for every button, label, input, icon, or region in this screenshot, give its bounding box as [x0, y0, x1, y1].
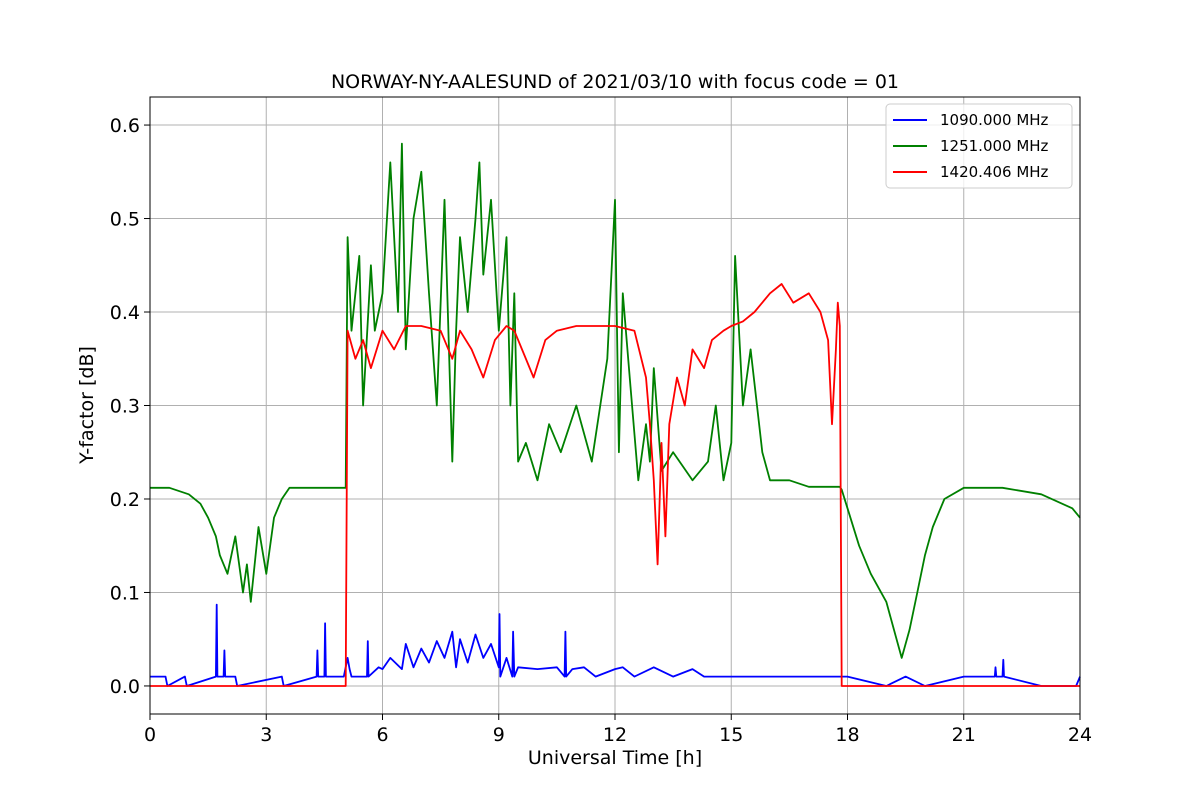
- x-axis-label: Universal Time [h]: [528, 747, 702, 769]
- x-tick-label: 21: [952, 724, 976, 746]
- x-tick-label: 18: [835, 724, 859, 746]
- series-line-3: [150, 283, 1080, 687]
- y-tick-label: 0.4: [110, 302, 140, 324]
- y-tick-label: 0.6: [110, 115, 140, 137]
- y-tick-label: 0.3: [110, 396, 140, 418]
- legend-label-2: 1251.000 MHz: [940, 137, 1049, 155]
- x-tick-label: 15: [719, 724, 743, 746]
- y-tick-label: 0.5: [110, 209, 140, 231]
- chart-title: NORWAY-NY-AALESUND of 2021/03/10 with fo…: [331, 71, 899, 93]
- x-tick-label: 0: [144, 724, 156, 746]
- series-line-1: [150, 603, 1081, 687]
- legend-label-1: 1090.000 MHz: [940, 111, 1049, 129]
- x-axis-ticks: 0 3 6 9 12 15 18 21 24: [144, 714, 1092, 746]
- series-group: [150, 142, 1081, 687]
- x-tick-label: 9: [493, 724, 505, 746]
- series-line-2: [150, 142, 1081, 659]
- x-tick-label: 6: [376, 724, 388, 746]
- y-tick-label: 0.1: [110, 582, 140, 604]
- legend-box: [885, 103, 1073, 189]
- x-tick-label: 3: [260, 724, 272, 746]
- y-tick-label: 0.0: [110, 676, 140, 698]
- y-axis-ticks: 0.0 0.1 0.2 0.3 0.4 0.5 0.6: [110, 115, 150, 698]
- x-tick-label: 24: [1068, 724, 1092, 746]
- x-tick-label: 12: [603, 724, 627, 746]
- y-tick-label: 0.2: [110, 489, 140, 511]
- legend: 1090.000 MHz 1251.000 MHz 1420.406 MHz: [885, 103, 1073, 189]
- legend-label-3: 1420.406 MHz: [940, 163, 1049, 181]
- y-axis-label: Y-factor [dB]: [76, 346, 98, 465]
